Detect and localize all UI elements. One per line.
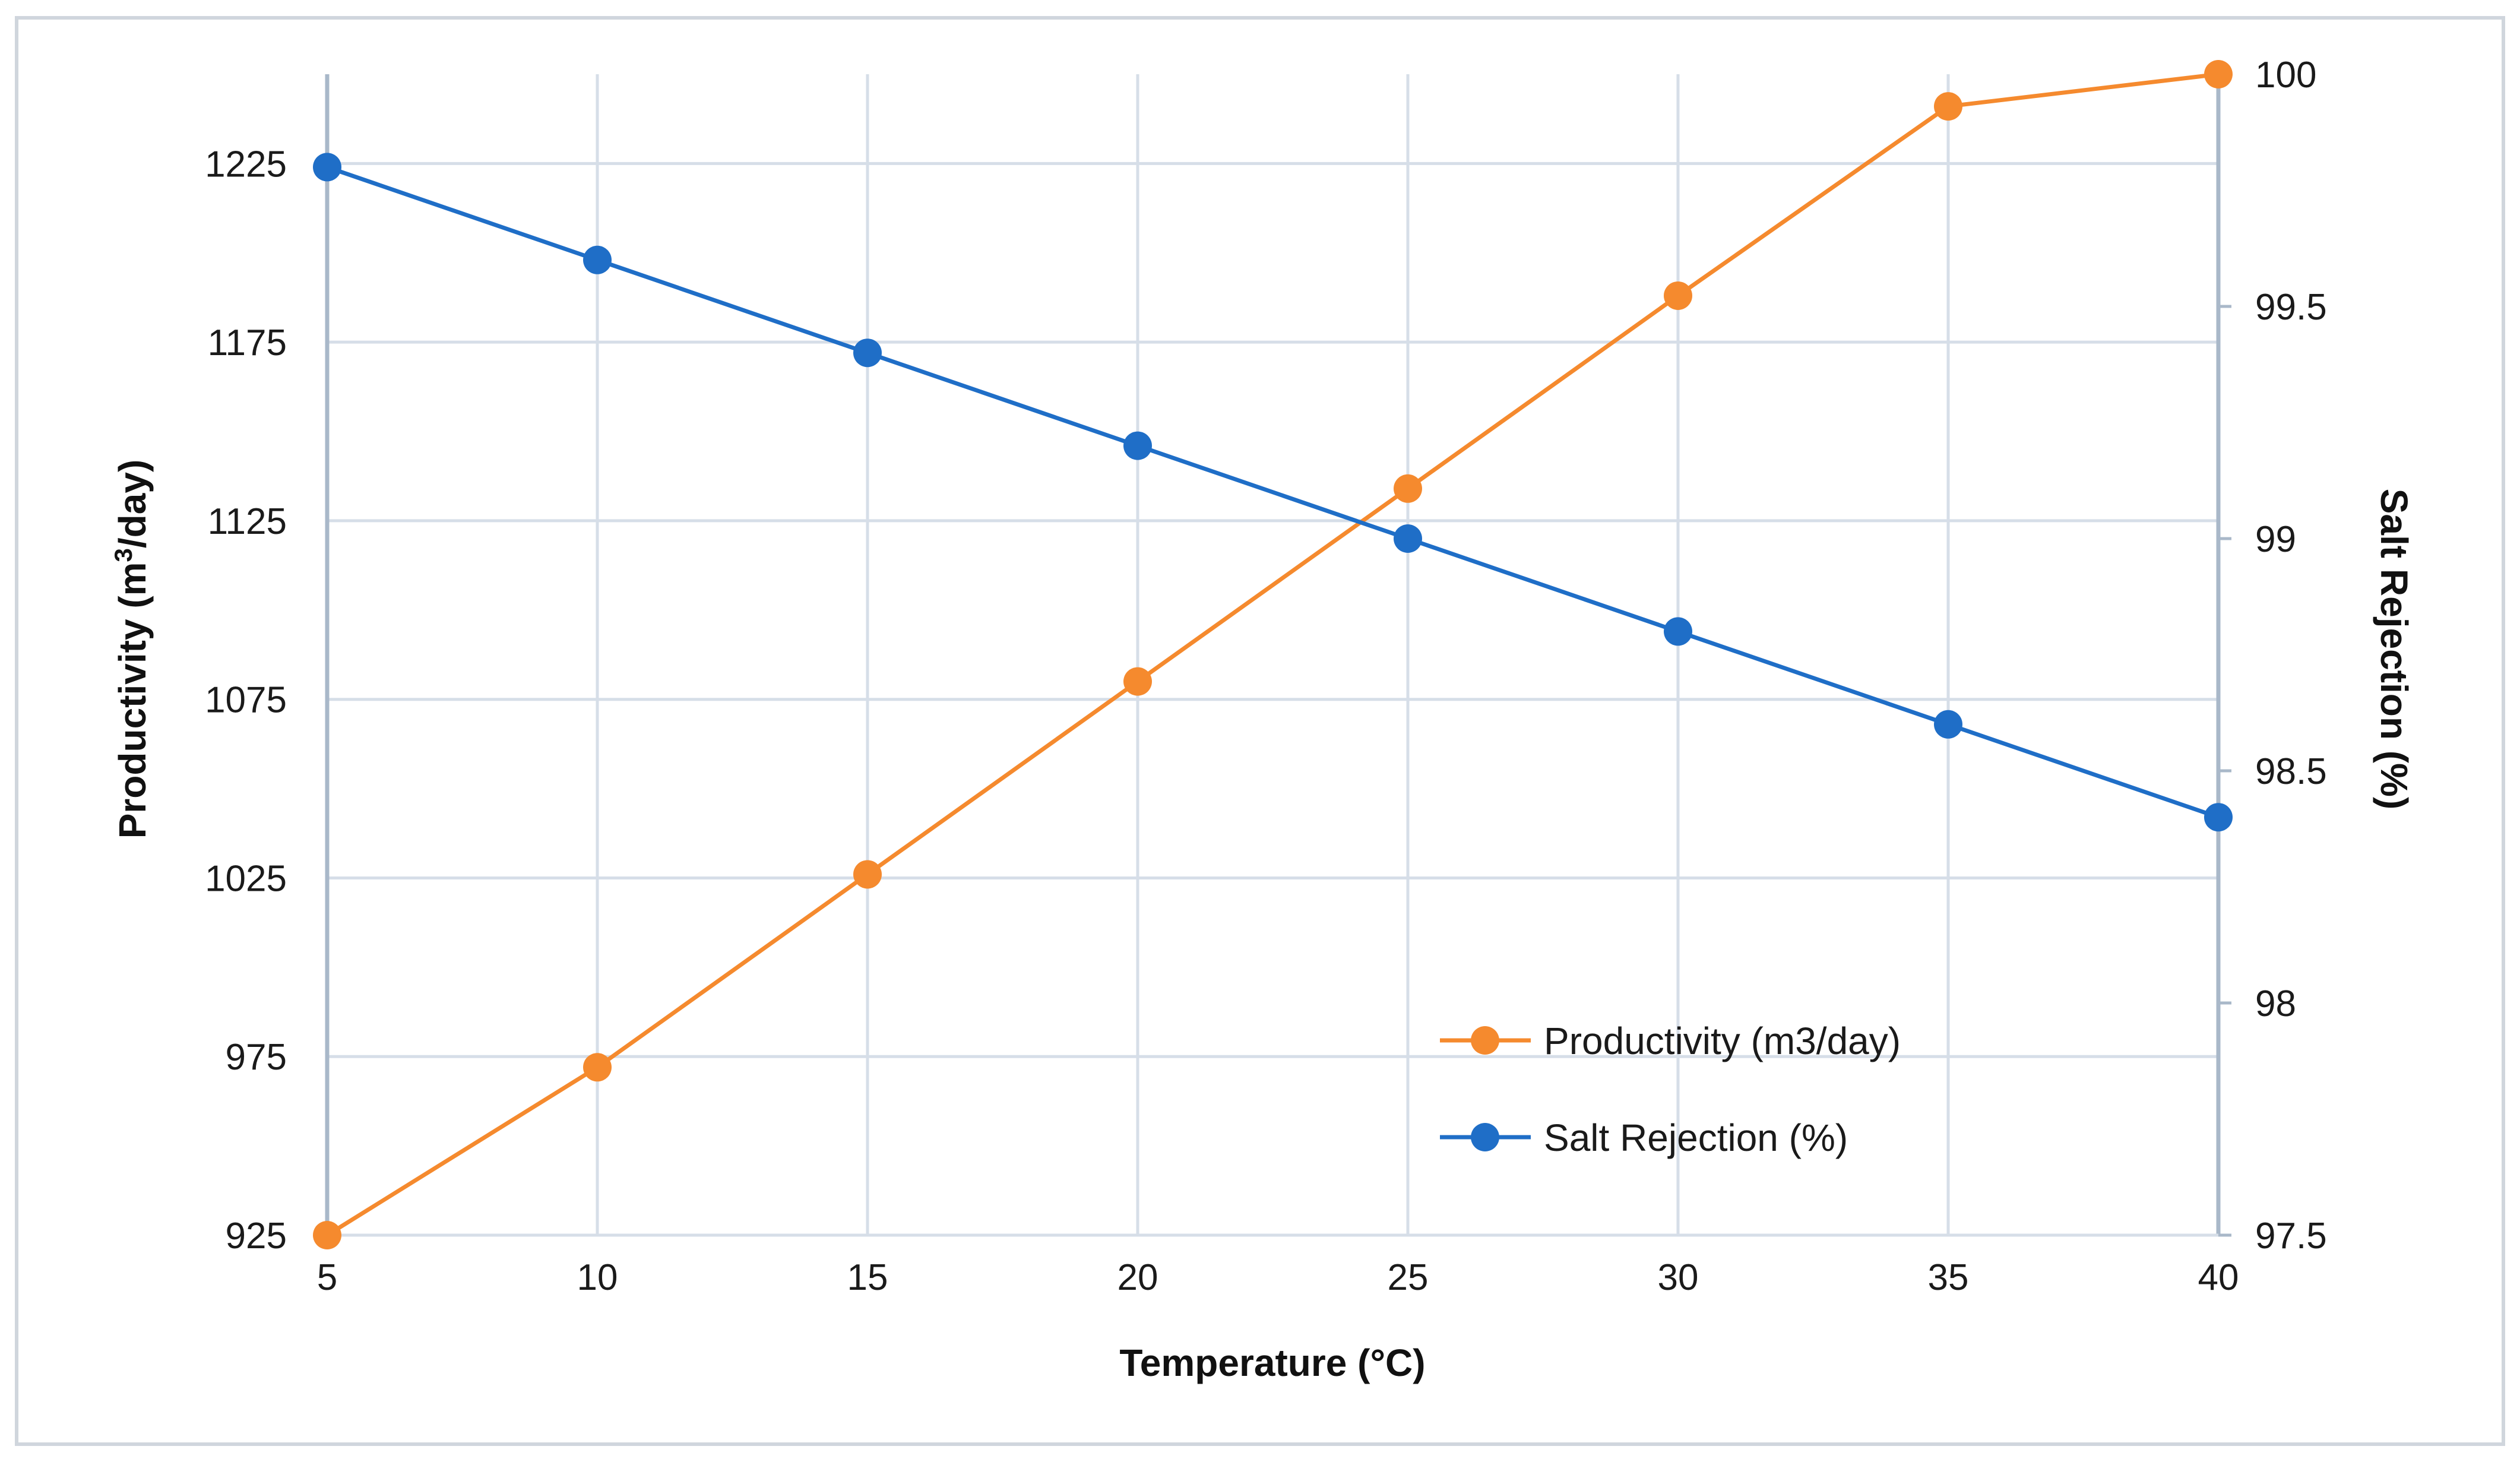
legend-label-salt-rejection: Salt Rejection (%) bbox=[1544, 1116, 1848, 1159]
x-axis-title: Temperature (°C) bbox=[1119, 1341, 1425, 1384]
x-tick-label: 25 bbox=[1388, 1257, 1429, 1298]
y-right-tick-label: 98.5 bbox=[2255, 751, 2327, 792]
productivity-point bbox=[1664, 281, 1692, 310]
legend-item-salt-rejection[interactable]: Salt Rejection (%) bbox=[1440, 1116, 1848, 1159]
productivity-point bbox=[1394, 474, 1422, 503]
productivity-point bbox=[2204, 60, 2233, 88]
y-left-tick-label: 1175 bbox=[208, 322, 287, 363]
x-tick-label: 10 bbox=[577, 1257, 618, 1298]
salt-rejection-point bbox=[1664, 617, 1692, 646]
productivity-point bbox=[853, 860, 882, 889]
productivity-point bbox=[1123, 667, 1152, 696]
y-right-tick-label: 98 bbox=[2255, 983, 2296, 1024]
y-axis-title-left: Productivity (m3/day) bbox=[109, 460, 154, 839]
salt-rejection-point bbox=[313, 153, 341, 182]
chart-border bbox=[15, 16, 2505, 1446]
salt-rejection-point bbox=[853, 338, 882, 368]
y-right-tick-label: 99.5 bbox=[2255, 287, 2327, 328]
salt-rejection-point bbox=[583, 245, 612, 274]
legend-label-productivity: Productivity (m3/day) bbox=[1544, 1020, 1901, 1062]
y-axis-title-right: Salt Rejection (%) bbox=[2373, 489, 2415, 810]
x-tick-label: 35 bbox=[1928, 1257, 1969, 1298]
y-left-tick-label: 1125 bbox=[208, 501, 287, 542]
y-right-tick-label: 100 bbox=[2255, 55, 2316, 96]
salt-rejection-point bbox=[1123, 431, 1152, 460]
legend-marker-salt-rejection bbox=[1471, 1123, 1499, 1151]
y-right-tick-label: 99 bbox=[2255, 519, 2296, 560]
y-left-tick-label: 975 bbox=[226, 1037, 287, 1078]
legend: Productivity (m3/day) Salt Rejection (%) bbox=[1440, 1020, 1901, 1159]
y-left-tick-label: 1025 bbox=[205, 858, 287, 899]
x-tick-label: 5 bbox=[317, 1257, 337, 1298]
labels-layer: 925 975 1025 1075 1125 1175 1225 5 10 15 20 25 30 35 4… bbox=[205, 55, 2327, 1298]
x-tick-label: 40 bbox=[2198, 1257, 2239, 1298]
y-right-tick-label: 97.5 bbox=[2255, 1216, 2327, 1257]
salt-rejection-point bbox=[1394, 524, 1422, 553]
productivity-point bbox=[1934, 92, 1962, 121]
y-left-tick-label: 1225 bbox=[205, 144, 287, 185]
salt-rejection-point bbox=[2204, 803, 2233, 832]
y-left-tick-label: 1075 bbox=[205, 680, 287, 721]
productivity-point bbox=[583, 1053, 612, 1082]
legend-marker-productivity bbox=[1471, 1026, 1499, 1055]
x-tick-label: 30 bbox=[1658, 1257, 1699, 1298]
x-tick-label: 20 bbox=[1117, 1257, 1158, 1298]
y-left-tick-label: 925 bbox=[226, 1216, 287, 1257]
x-tick-label: 15 bbox=[847, 1257, 888, 1298]
legend-item-productivity[interactable]: Productivity (m3/day) bbox=[1440, 1020, 1901, 1062]
series-line-salt-rejection bbox=[326, 165, 2220, 819]
series-layer bbox=[313, 60, 2233, 1249]
productivity-point bbox=[313, 1221, 341, 1249]
grid-layer bbox=[327, 74, 2218, 1235]
axes-layer bbox=[325, 72, 2231, 1237]
salt-rejection-point bbox=[1934, 710, 1962, 739]
superscript-3: 3 bbox=[109, 548, 137, 562]
series-line-productivity bbox=[326, 72, 2219, 1237]
